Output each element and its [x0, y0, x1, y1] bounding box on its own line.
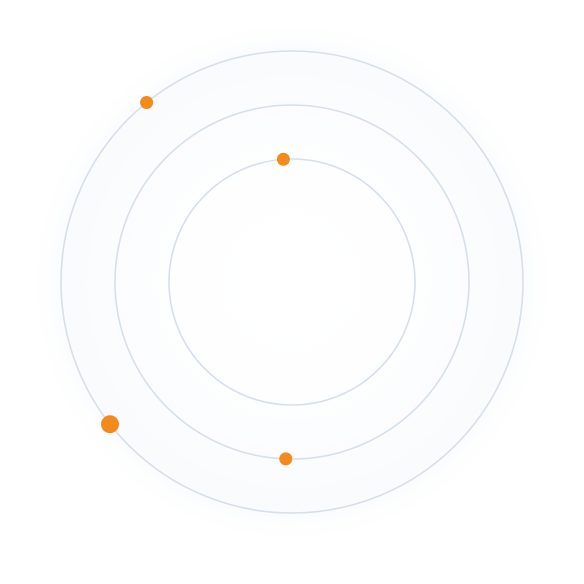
orbit-ring-inner	[168, 158, 416, 406]
orbit-dot-inner-1	[276, 152, 290, 166]
orbit-dot-outer-1	[101, 415, 119, 434]
orbit-ring-outer	[60, 50, 524, 514]
background-glow	[26, 16, 558, 548]
orbit-dot-outer-2	[140, 96, 154, 109]
orbit-dot-middle-1	[279, 452, 293, 466]
orbit-dots	[101, 96, 293, 466]
